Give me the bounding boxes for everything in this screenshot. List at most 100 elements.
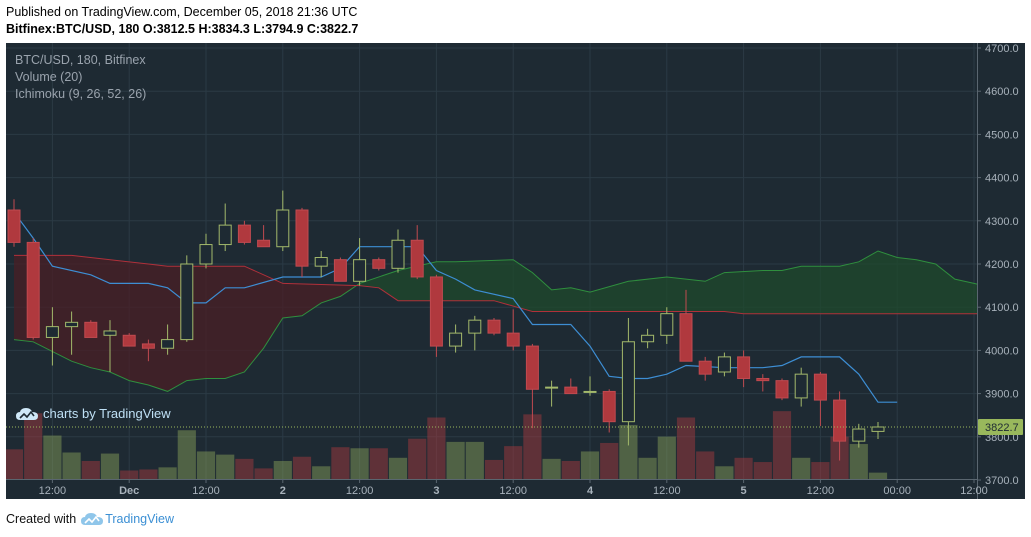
volume-bars xyxy=(6,411,888,479)
low-value: 3794.9 xyxy=(265,22,304,36)
last-price-tag xyxy=(978,418,1023,435)
candle-body-up xyxy=(794,373,808,399)
time-tick-label: Dec xyxy=(119,485,139,497)
candle-body-down xyxy=(564,386,578,395)
candle-body-down xyxy=(429,276,443,347)
candle-body-up xyxy=(391,239,405,269)
time-tick-label: 12:00 xyxy=(192,485,220,497)
cloud-logo-icon xyxy=(16,407,38,420)
volume-bar xyxy=(849,444,868,479)
candle-body-up xyxy=(545,386,559,389)
candle-body-down xyxy=(525,345,539,390)
chart-panel[interactable]: 4700.0 4600.0 4500.0 4400.0 4300.0 4200.0 4100… xyxy=(6,43,1025,499)
candle-body-down xyxy=(602,390,616,423)
time-tick-label: 12:00 xyxy=(653,485,681,497)
volume-bar xyxy=(600,442,619,479)
candle-body-up xyxy=(641,334,655,343)
time-tick-label: 12:00 xyxy=(807,485,835,497)
candle-body-down xyxy=(7,209,21,243)
candle-body-up xyxy=(199,244,213,265)
candle-body-up xyxy=(353,259,367,282)
volume-bar xyxy=(753,462,772,479)
candle-body-up xyxy=(621,341,635,423)
candle-body-down xyxy=(26,241,40,338)
tradingview-link[interactable]: TradingView xyxy=(105,512,174,526)
candle-body-up xyxy=(717,356,731,373)
time-tick-label: 3 xyxy=(433,485,439,497)
price-tick-label: 3900.0 xyxy=(985,389,1019,401)
volume-bar xyxy=(177,430,196,479)
senkou-span-a xyxy=(13,250,994,392)
tradingview-watermark: charts by TradingView xyxy=(16,406,171,421)
volume-bar xyxy=(100,453,120,479)
conversion-line xyxy=(13,211,898,403)
volume-bar xyxy=(81,460,100,479)
candle-body-up xyxy=(449,332,463,347)
legend-symbol: BTC/USD, 180, Bitfinex xyxy=(15,53,146,67)
volume-bar xyxy=(273,460,292,479)
volume-bar xyxy=(696,451,715,479)
volume-bar xyxy=(139,469,158,479)
candle-body-up xyxy=(852,428,866,442)
volume-bar xyxy=(6,449,24,479)
volume-bar xyxy=(62,452,81,479)
price-tick-label: 4100.0 xyxy=(985,302,1019,314)
symbol-label: Bitfinex:BTC/USD, 180 xyxy=(6,22,140,36)
candle-body-up xyxy=(871,426,885,432)
candle-body-up xyxy=(468,319,482,334)
volume-bar xyxy=(408,438,427,479)
published-caption: Published on TradingView.com, December 0… xyxy=(6,5,358,19)
volume-bar xyxy=(619,424,638,479)
volume-bar xyxy=(734,457,753,479)
ohlc-readout: Bitfinex:BTC/USD, 180 O:3812.5 H:3834.3 … xyxy=(6,22,358,36)
candlesticks xyxy=(7,190,885,461)
time-tick-label: 12:00 xyxy=(960,485,988,497)
volume-bar xyxy=(465,441,484,479)
candle-body-down xyxy=(487,319,501,334)
price-axis[interactable]: 4700.0 4600.0 4500.0 4400.0 4300.0 4200.0 4100… xyxy=(977,43,1025,499)
volume-bar xyxy=(158,467,177,479)
watermark-text: charts by TradingView xyxy=(43,406,171,421)
candle-body-down xyxy=(410,239,424,278)
candle-body-down xyxy=(698,360,712,375)
price-tick-label: 4300.0 xyxy=(985,216,1019,228)
price-tick-label: 3700.0 xyxy=(985,475,1019,487)
time-tick-label: 5 xyxy=(741,485,747,497)
candle-body-down xyxy=(257,239,271,248)
volume-bar xyxy=(772,411,792,479)
volume-bar xyxy=(868,472,888,479)
price-tick-label: 4700.0 xyxy=(985,43,1019,55)
volume-bar xyxy=(216,454,235,479)
legend-volume: Volume (20) xyxy=(15,70,83,84)
volume-bar xyxy=(350,448,369,479)
volume-bar xyxy=(580,451,600,479)
price-tick-label: 4600.0 xyxy=(985,86,1019,98)
candle-body-down xyxy=(833,399,847,442)
time-tick-label: 12:00 xyxy=(499,485,527,497)
candle-body-down xyxy=(813,373,827,401)
volume-bar xyxy=(523,414,542,479)
volume-bar xyxy=(388,457,408,479)
legend-ichimoku: Ichimoku (9, 26, 52, 26) xyxy=(15,87,147,101)
tenkan-sen-line xyxy=(13,211,898,403)
volume-bar xyxy=(811,462,830,479)
volume-bar xyxy=(446,441,465,479)
candle-body-up xyxy=(45,326,59,338)
candle-body-up xyxy=(314,257,328,267)
price-tick-label: 4500.0 xyxy=(985,129,1019,141)
candle-body-up xyxy=(660,313,674,336)
candle-body-down xyxy=(372,259,386,269)
last-price-tag-label: 3822.7 xyxy=(985,422,1019,434)
open-label: O: xyxy=(142,22,157,36)
volume-bar xyxy=(484,459,504,479)
volume-bar xyxy=(676,417,696,479)
tradingview-logo-icon xyxy=(81,513,104,525)
price-chart[interactable]: 4700.0 4600.0 4500.0 4400.0 4300.0 4200.0 4100… xyxy=(6,43,1025,499)
candle-body-down xyxy=(775,380,789,399)
time-axis[interactable]: 12:00 Dec 12:00 2 12:00 3 12:00 4 12:00 5 12:00 00:… xyxy=(6,479,988,499)
candle-body-down xyxy=(333,259,347,282)
created-with-label: Created with xyxy=(6,512,77,526)
senkou-span-b xyxy=(14,254,994,315)
price-tick-label: 4200.0 xyxy=(985,259,1019,271)
volume-bar xyxy=(561,460,580,479)
